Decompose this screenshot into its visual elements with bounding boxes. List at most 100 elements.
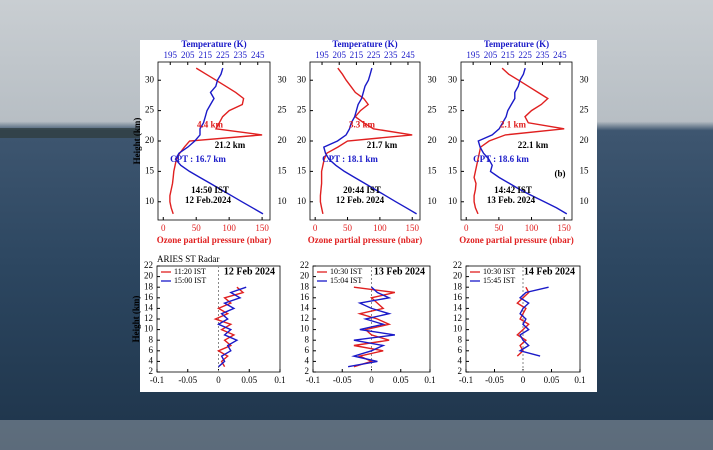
x-tick-label: -0.1 — [150, 375, 164, 385]
y-tick-label: 18 — [144, 281, 154, 291]
annotation: 4.4 km — [197, 119, 224, 129]
y-tick-label: 15 — [145, 165, 155, 175]
x2-axis-label: Temperature (K) — [484, 39, 549, 49]
x2-tick-label: 245 — [251, 50, 265, 60]
x-tick-label: 50 — [494, 223, 504, 233]
x-tick-label: 0.05 — [544, 375, 560, 385]
y-tick-label: 22 — [300, 260, 309, 270]
y-tick-label: 15 — [297, 165, 307, 175]
legend-label: 15:45 IST — [483, 276, 515, 285]
legend-label: 10:30 IST — [330, 267, 362, 276]
y-tick-label: 16 — [453, 292, 463, 302]
x-tick-label: 0.05 — [241, 375, 257, 385]
x2-tick-label: 205 — [332, 50, 346, 60]
railing — [0, 420, 713, 450]
profile-line — [319, 67, 413, 215]
y-tick-label: 30 — [580, 74, 590, 84]
profile-line — [216, 286, 247, 368]
y-tick-label: 10 — [144, 324, 154, 334]
y-tick-label: 12 — [453, 313, 462, 323]
y-tick-label: 25 — [297, 105, 307, 115]
annotation: 21.7 km — [367, 140, 398, 150]
annotation: (b) — [555, 168, 566, 178]
y-tick-label: 15 — [428, 165, 438, 175]
x2-tick-label: 225 — [216, 50, 230, 60]
annotation: 3.3 km — [349, 119, 376, 129]
x-tick-label: 0.1 — [424, 375, 435, 385]
y-tick-label: 22 — [453, 260, 462, 270]
y-tick-label: 30 — [145, 74, 155, 84]
y-tick-label: 14 — [144, 302, 154, 312]
x2-tick-label: 235 — [384, 50, 398, 60]
y-tick-label: 30 — [297, 74, 307, 84]
y-tick-label: 12 — [144, 313, 153, 323]
y-tick-label: 2 — [305, 366, 310, 376]
y-tick-label: 2 — [458, 366, 463, 376]
x-tick-label: 0 — [216, 375, 221, 385]
annotation: 21.2 km — [215, 140, 246, 150]
x-tick-label: 0.05 — [393, 375, 409, 385]
y-tick-label: 8 — [149, 334, 154, 344]
x2-tick-label: 195 — [466, 50, 480, 60]
y-tick-label: 16 — [144, 292, 154, 302]
y-tick-label: 25 — [428, 105, 438, 115]
y-tick-label: 14 — [300, 302, 310, 312]
x2-tick-label: 225 — [367, 50, 381, 60]
y-tick-label: 10 — [448, 196, 458, 206]
y-tick-label: 15 — [448, 165, 458, 175]
y-tick-label: 20 — [297, 135, 307, 145]
y-tick-label: 6 — [458, 345, 463, 355]
x-axis-label: Ozone partial pressure (nbar) — [157, 235, 271, 245]
source-label: ARIES ST Radar — [157, 254, 219, 264]
x2-tick-label: 205 — [181, 50, 195, 60]
y-tick-label: 15 — [278, 165, 288, 175]
annotation: CPT : 16.7 km — [170, 154, 226, 164]
x-tick-label: 0 — [313, 223, 318, 233]
y-tick-label: 20 — [428, 135, 438, 145]
y-tick-label: 2 — [149, 366, 154, 376]
x-tick-label: 100 — [222, 223, 236, 233]
profile-line — [174, 67, 264, 215]
x2-tick-label: 205 — [484, 50, 498, 60]
panel-title: 13 Feb 2024 — [374, 266, 425, 277]
y-tick-label: 10 — [297, 196, 307, 206]
y-axis-label: Height (km) — [132, 118, 142, 165]
y-tick-label: 22 — [144, 260, 153, 270]
x-tick-label: -0.1 — [459, 375, 473, 385]
x-tick-label: 150 — [557, 223, 571, 233]
x2-tick-label: 215 — [199, 50, 213, 60]
annotation: 12 Feb.2024 — [185, 195, 231, 205]
y-tick-label: 30 — [278, 74, 288, 84]
x2-tick-label: 225 — [518, 50, 532, 60]
y-tick-label: 6 — [305, 345, 310, 355]
legend-label: 11:20 IST — [174, 267, 206, 276]
y-tick-label: 25 — [580, 105, 590, 115]
x-tick-label: 0 — [464, 223, 469, 233]
y-tick-label: 14 — [453, 302, 463, 312]
annotation: 20:44 IST — [343, 185, 381, 195]
figure — [140, 40, 597, 392]
annotation: 13 Feb. 2024 — [487, 195, 536, 205]
x2-axis-label: Temperature (K) — [181, 39, 246, 49]
panel-title: 14 Feb 2024 — [524, 266, 575, 277]
y-tick-label: 4 — [458, 355, 463, 365]
y-tick-label: 20 — [453, 271, 463, 281]
x-tick-label: 50 — [343, 223, 353, 233]
y-tick-label: 15 — [580, 165, 590, 175]
y-tick-label: 6 — [149, 345, 154, 355]
y-tick-label: 4 — [149, 355, 154, 365]
y-tick-label: 10 — [278, 196, 288, 206]
annotation: 12 Feb. 2024 — [336, 195, 385, 205]
profile-line — [169, 67, 263, 215]
y-tick-label: 10 — [453, 324, 463, 334]
x-tick-label: 150 — [255, 223, 269, 233]
profile-line — [322, 67, 417, 215]
y-tick-label: 25 — [145, 105, 155, 115]
y-tick-label: 10 — [580, 196, 590, 206]
x-tick-label: 100 — [373, 223, 387, 233]
x2-tick-label: 245 — [401, 50, 415, 60]
legend-label: 15:04 IST — [330, 276, 362, 285]
